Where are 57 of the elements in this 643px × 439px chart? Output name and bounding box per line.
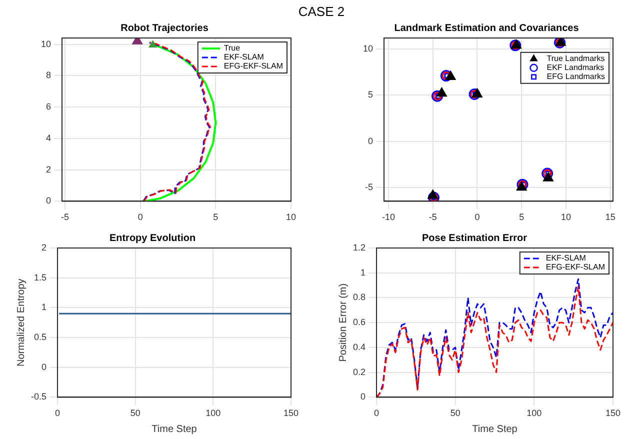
legend-label: EKF Landmarks xyxy=(546,63,604,72)
legend-label: EKF-SLAM xyxy=(224,52,264,62)
text: CASE 2 xyxy=(297,4,346,19)
x-tick-label: 150 xyxy=(283,408,299,418)
y-tick-label: 5 xyxy=(368,90,374,100)
chart-title: Pose Estimation Error xyxy=(422,232,528,244)
x-tick-label: -10 xyxy=(382,212,395,222)
legend-label: True xyxy=(224,44,241,53)
x-tick-label: 5 xyxy=(213,212,218,222)
chart-title: Robot Trajectories xyxy=(120,22,209,34)
y-tick-label: 0 xyxy=(46,196,52,206)
y-tick-label: 1 xyxy=(41,302,47,312)
x-tick-label: -5 xyxy=(428,212,437,222)
y-tick-label: 0.8 xyxy=(352,292,366,302)
y-axis-title: Normalized Entropy xyxy=(16,278,27,367)
y-tick-label: 4 xyxy=(46,132,52,143)
x-tick-label: 100 xyxy=(526,408,542,418)
y-tick-label: -5 xyxy=(364,182,374,192)
y-tick-label: 0.5 xyxy=(34,332,47,342)
y-tick-label: 0.6 xyxy=(352,317,366,328)
y-tick-label: 0.4 xyxy=(352,342,366,352)
x-tick-label: 10 xyxy=(286,212,296,222)
x-tick-label: 50 xyxy=(130,408,140,418)
x-tick-label: -5 xyxy=(61,212,70,222)
x-axis-title: Time Step xyxy=(152,424,198,435)
y-tick-label: 1.2 xyxy=(352,242,366,252)
x-tick-label: 10 xyxy=(560,212,571,222)
legend-label: EFG Landmarks xyxy=(546,72,606,82)
y-tick-label: 0 xyxy=(360,392,366,402)
y-tick-label: 0 xyxy=(368,136,374,146)
y-tick-label: 1 xyxy=(360,267,366,278)
y-tick-label: 0.2 xyxy=(352,366,366,377)
legend-label: EFG-EKF-SLAM xyxy=(224,62,284,71)
x-axis-title: Time Step xyxy=(472,424,518,435)
y-tick-label: 10 xyxy=(362,44,374,54)
x-tick-label: 0 xyxy=(138,212,143,222)
y-tick-label: 0 xyxy=(41,362,47,372)
legend-label: EFG-EKF-SLAM xyxy=(546,262,606,272)
y-axis-title: Position Error (m) xyxy=(338,283,349,362)
chart-title: Entropy Evolution xyxy=(109,232,196,244)
legend-label: EKF-SLAM xyxy=(546,254,586,263)
x-tick-label: 15 xyxy=(605,212,616,222)
x-tick-label: 100 xyxy=(206,408,221,418)
y-tick-label: 1.5 xyxy=(34,272,47,282)
x-tick-label: 150 xyxy=(605,408,621,418)
y-tick-label: -0.5 xyxy=(30,392,47,402)
y-tick-label: 8 xyxy=(46,70,52,80)
x-tick-label: 5 xyxy=(519,212,524,222)
y-tick-label: 2 xyxy=(46,164,52,174)
x-tick-label: 50 xyxy=(450,408,460,418)
legend-label: True Landmarks xyxy=(546,54,605,64)
x-tick-label: 0 xyxy=(474,212,480,222)
y-tick-label: 6 xyxy=(46,102,52,112)
y-tick-label: 10 xyxy=(40,38,52,49)
x-tick-label: 0 xyxy=(55,408,60,418)
y-tick-label: 2 xyxy=(41,242,47,252)
chart-title: Landmark Estimation and Covariances xyxy=(394,22,580,34)
